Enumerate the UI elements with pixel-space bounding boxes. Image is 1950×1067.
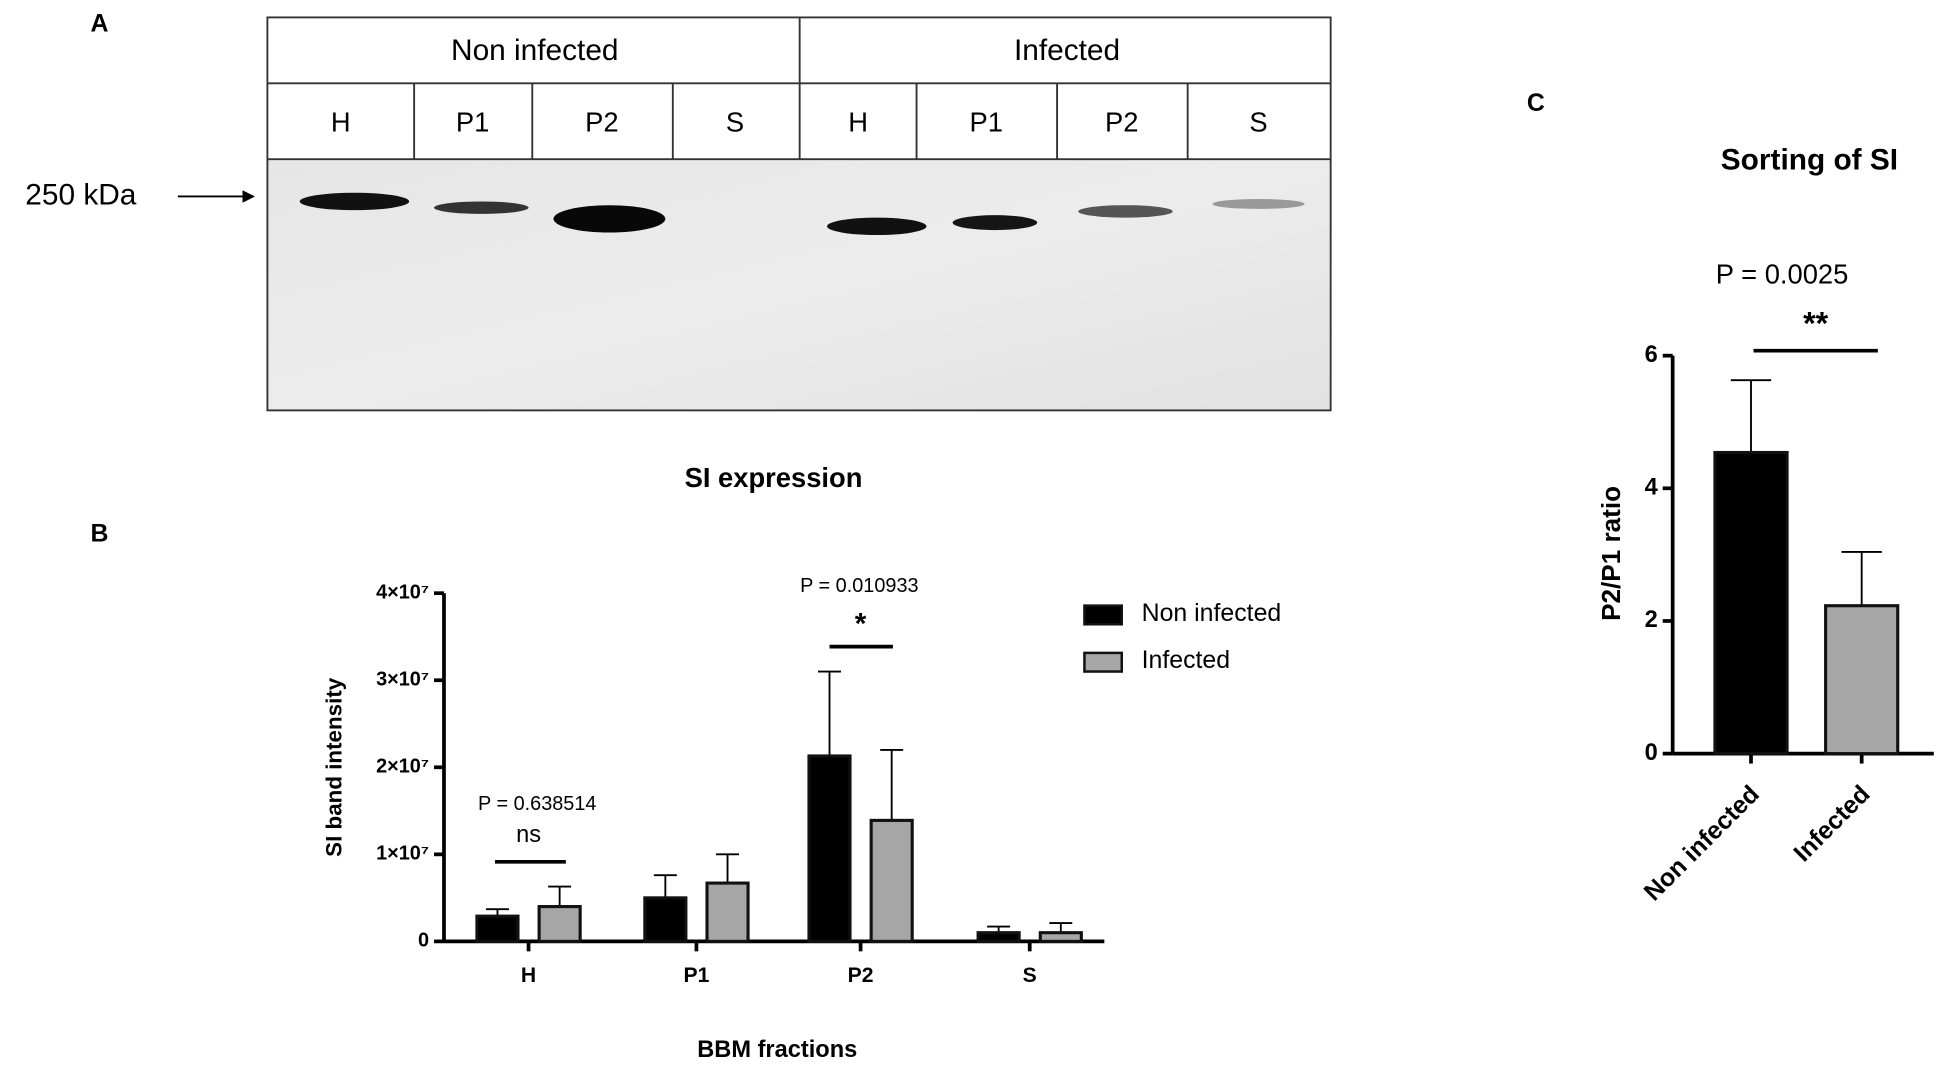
y-tick-label: 6 [1645, 342, 1658, 368]
y-tick-label: 4 [1645, 475, 1658, 501]
marker-label: 250 kDa [25, 178, 137, 211]
panel-label: B [91, 519, 109, 547]
bar [1824, 604, 1900, 756]
bar [475, 914, 520, 943]
x-tick-label: S [1023, 964, 1037, 987]
y-tick-label: 2×10⁷ [376, 756, 429, 778]
legend-label: Infected [1142, 646, 1230, 674]
legend-swatch [1083, 651, 1123, 673]
x-axis-label: BBM fractions [697, 1037, 857, 1063]
annotation: P = 0.010933 [800, 575, 918, 597]
y-tick-label: 1×10⁷ [376, 843, 429, 865]
bar [807, 754, 852, 943]
lane-label: P1 [969, 107, 1002, 138]
lane-label: S [726, 107, 744, 138]
bands [299, 192, 1305, 236]
legend-swatch [1083, 604, 1123, 626]
y-axis-label: P2/P1 ratio [1596, 486, 1626, 621]
x-tick-label: P2 [848, 964, 874, 987]
chart-title: SI expression [685, 462, 863, 493]
x-tick-label: H [521, 964, 536, 987]
y-tick-label: 4×10⁷ [376, 581, 429, 603]
bar [705, 881, 750, 943]
annotation: P = 0.638514 [478, 793, 596, 815]
panel-label: C [1527, 89, 1545, 117]
lane-dividers [413, 17, 1189, 160]
x-tick-label: Non infected [1639, 780, 1765, 906]
panel-label: A [91, 9, 109, 37]
chart-title: Sorting of SI [1721, 144, 1898, 177]
lane-labels: H P1 P2 S H P1 P2 S [331, 107, 1268, 138]
y-tick-label: 0 [1645, 740, 1658, 766]
x-tick-label: P1 [684, 964, 710, 987]
lane-label: H [848, 107, 868, 138]
bar [1038, 931, 1083, 943]
blot-image [267, 159, 1331, 411]
y-tick-label: 2 [1645, 607, 1658, 633]
lane-label: P2 [1105, 107, 1138, 138]
bar [1713, 450, 1789, 756]
blot: Non infected Infected H P1 P2 S H P1 P2 S 250 k… [25, 16, 1332, 412]
lane-label: S [1249, 107, 1267, 138]
legend-label: Non infected [1142, 599, 1282, 627]
annotation: ns [516, 822, 541, 848]
lane-label: P2 [585, 107, 618, 138]
marker-arrowhead [242, 190, 255, 203]
y-tick-label: 3×10⁷ [376, 668, 429, 690]
bar [976, 931, 1021, 943]
lane-label: P1 [456, 107, 489, 138]
bar [643, 896, 688, 943]
annotation: P = 0.0025 [1716, 258, 1849, 289]
blot-header: Infected [1014, 34, 1120, 67]
bar [537, 905, 582, 943]
y-axis-label: SI band intensity [322, 677, 347, 857]
y-tick-label: 0 [418, 930, 429, 952]
annotation: * [855, 607, 867, 640]
bar [869, 818, 914, 943]
blot-header: Non infected [451, 34, 618, 67]
lane-label: H [331, 107, 351, 138]
annotation: ** [1803, 305, 1829, 341]
x-tick-label: Infected [1788, 780, 1875, 867]
